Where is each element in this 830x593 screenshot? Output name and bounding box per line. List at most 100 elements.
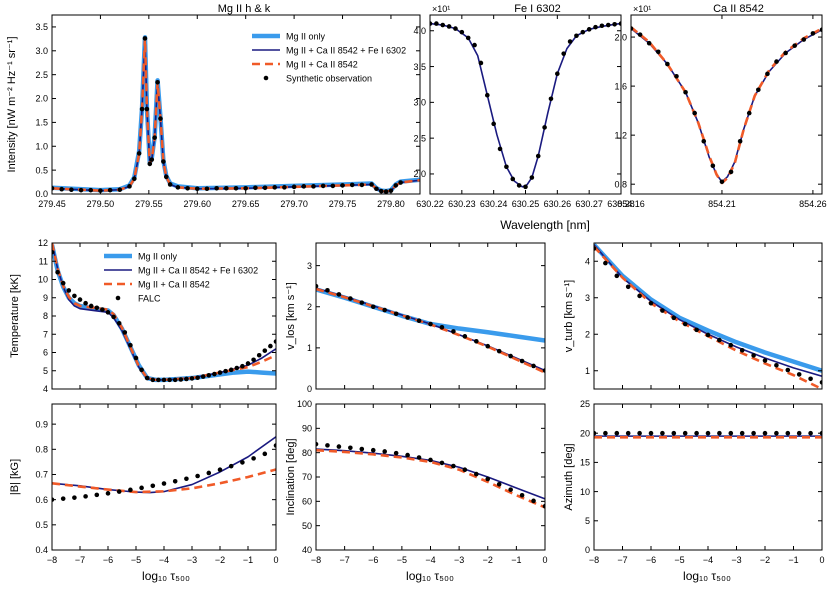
y-tick-label-azi: 0: [585, 545, 590, 555]
point-temp: [189, 376, 195, 381]
point-temp: [116, 321, 122, 326]
point-vlos: [519, 358, 525, 364]
frame-fe: [429, 14, 622, 195]
point-temp: [122, 330, 128, 335]
y-tick-label-azi: 5: [585, 516, 590, 526]
point-bfield: [217, 467, 223, 473]
point-bfield: [128, 487, 133, 493]
point-vturb: [785, 367, 791, 373]
y-tick-label-vturb: 4: [585, 256, 590, 266]
point-fe: [497, 146, 503, 152]
multiplier-fe: ×10¹: [432, 4, 450, 14]
point-fe: [430, 21, 433, 26]
y-tick-label-incl: 40: [302, 545, 312, 555]
plot-area-temp: [52, 243, 276, 383]
point-azi: [660, 430, 665, 436]
y-tick-label-fe: 3.0: [413, 98, 426, 108]
point-vturb: [717, 337, 722, 343]
point-fe: [478, 60, 484, 66]
x-tick-label-azi: −7: [617, 555, 627, 565]
point-temp: [111, 314, 116, 320]
point-vturb: [762, 358, 768, 363]
point-temp: [161, 377, 167, 383]
point-mg: [301, 184, 307, 189]
point-temp: [251, 357, 256, 363]
point-vlos: [382, 307, 388, 313]
point-temp: [66, 288, 72, 293]
point-temp: [228, 367, 234, 373]
y-tick-label-mg: 1.5: [35, 118, 48, 128]
y-tick-label-temp: 5: [43, 366, 48, 376]
x-tick-label-incl: −7: [339, 555, 349, 565]
ylabel-azi: Azimuth [deg]: [563, 443, 575, 510]
ylabel-incl: Inclination [deg]: [285, 438, 297, 515]
point-vlos: [462, 334, 468, 339]
panel-azi: −8 −7 −6 −5 −4 −3 −2 −1 0 0 5 10 15 20 25 Azimuth [deg]: [563, 399, 825, 565]
x-tick-label-mg: 279.60: [183, 199, 211, 209]
point-mg: [243, 185, 248, 191]
point-mg: [340, 183, 345, 188]
point-temp: [184, 376, 189, 382]
point-mg: [147, 161, 153, 167]
point-mg: [214, 185, 219, 191]
point-azi: [751, 430, 756, 436]
point-vlos: [393, 311, 399, 317]
x-tick-label-mg: 279.70: [280, 199, 308, 209]
point-ca: [646, 40, 652, 46]
x-tick-label-bfield: 0: [273, 555, 278, 565]
series-temp-mg-ii-ca-ii-8542: [52, 243, 276, 382]
x-tick-label-incl: −5: [397, 555, 407, 565]
point-fe: [504, 164, 509, 170]
point-temp: [212, 371, 217, 377]
ylabel-mg: Intensity [nW m⁻² Hz⁻¹ sr⁻¹]: [6, 37, 18, 173]
point-mg: [330, 183, 336, 189]
frame-vturb: [593, 242, 823, 390]
y-tick-label-temp: 11: [39, 256, 48, 266]
point-mg: [136, 151, 142, 156]
point-azi: [614, 430, 620, 436]
point-temp: [234, 365, 240, 371]
point-temp: [100, 307, 105, 312]
point-bfield: [60, 496, 66, 501]
point-ca: [710, 163, 716, 169]
point-bfield: [150, 483, 156, 489]
series-ca-synthetic-observation: [631, 26, 822, 185]
point-vturb: [819, 380, 822, 385]
x-tick-label-bfield: −8: [47, 555, 57, 565]
point-vturb: [625, 284, 631, 290]
point-incl: [405, 452, 410, 458]
frame-bfield: [51, 403, 277, 551]
point-mg: [152, 135, 157, 140]
point-vlos: [474, 338, 479, 344]
point-azi: [739, 430, 745, 436]
point-mg: [52, 185, 55, 191]
point-vlos: [348, 296, 353, 301]
point-fe: [516, 183, 522, 188]
frame-azi: [593, 403, 823, 551]
point-bfield: [228, 463, 234, 469]
y-tick-label-ca: 1.2: [614, 130, 627, 140]
y-tick-label-azi: 15: [580, 458, 590, 468]
point-mg: [185, 185, 190, 191]
x-tick-label-fe: 630.27: [575, 199, 603, 209]
y-tick-label-bfield: 0.9: [35, 419, 48, 429]
point-vturb: [796, 372, 802, 377]
point-vturb: [603, 260, 608, 266]
point-incl: [336, 444, 342, 449]
y-tick-label-bfield: 0.8: [35, 445, 48, 455]
point-fe: [440, 22, 446, 28]
plot-area-fe: [430, 21, 621, 190]
x-tick-label-mg: 279.55: [135, 199, 163, 209]
point-mg: [393, 183, 399, 188]
x-tick-label-incl: −6: [368, 555, 378, 565]
point-temp: [223, 368, 228, 374]
point-ca: [819, 27, 822, 33]
point-vturb: [728, 342, 734, 348]
y-tick-label-vlos: 1: [307, 343, 312, 353]
series-fe-synthetic-observation: [430, 21, 621, 190]
panel-bfield: −8 −7 −6 −5 −4 −3 −2 −1 0 0.4 0.5 0.6 0.7 0.8 0.9 |B| […: [9, 403, 279, 565]
point-fe: [599, 23, 605, 29]
point-azi: [625, 430, 631, 436]
series-temp-falc: [52, 249, 276, 383]
series-mg-mg-ii-ca-ii-8542: [52, 37, 420, 193]
